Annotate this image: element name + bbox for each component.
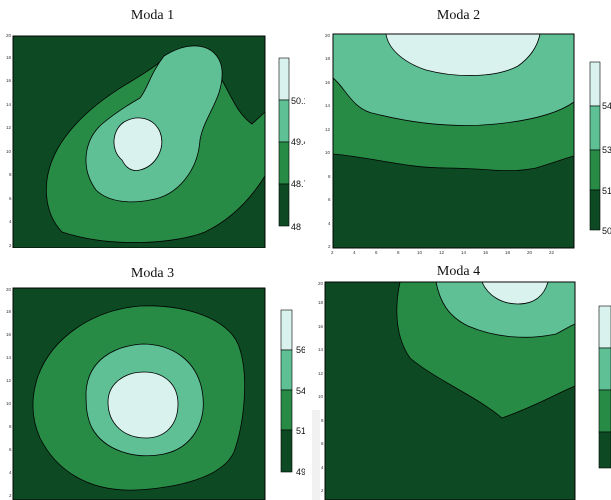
panel-divider [312,410,320,500]
contour-plot: 2 4 6 8 10 12 14 16 18 20 50.1 49.4 48.7… [6,33,305,248]
svg-text:14: 14 [318,347,324,352]
svg-text:16: 16 [6,332,12,337]
svg-text:12: 12 [6,378,12,383]
colorbar: 50.1 49.4 48.7 48 [278,57,305,232]
contour-plot: 2 4 6 8 10 12 14 16 18 20 56.8 54.2 51.6… [6,287,305,500]
chart-title: Moda 4 [436,264,481,279]
svg-text:14: 14 [6,102,12,107]
contour-panel-moda-2: Moda 2 2 4 6 8 10 12 14 16 18 20 2 4 6 8… [306,8,611,256]
svg-text:4: 4 [353,250,356,255]
contour-plot: 2 4 6 8 10 12 14 16 18 20 2 4 6 8 10 12 … [325,33,611,255]
x-tick-labels: 2 4 6 8 10 12 14 16 18 20 22 [331,250,555,255]
contour-panel-moda-3: Moda 3 2 4 6 8 10 12 14 16 18 20 56.8 54… [0,264,305,500]
svg-text:12: 12 [439,250,445,255]
svg-text:4: 4 [9,470,12,475]
svg-text:6: 6 [321,441,324,446]
contour-band-4 [107,371,179,439]
colorbar-label: 54.2 [296,386,305,396]
svg-text:20: 20 [318,281,324,286]
y-tick-labels: 2 4 6 8 10 12 14 16 18 20 [318,281,324,493]
svg-text:8: 8 [321,418,324,423]
svg-text:20: 20 [325,33,331,38]
colorbar [598,305,611,469]
svg-text:6: 6 [328,197,331,202]
svg-text:10: 10 [6,401,12,406]
colorbar-label: 53 [602,145,611,155]
svg-text:16: 16 [483,250,489,255]
chart-title: Moda 3 [130,266,175,281]
svg-text:14: 14 [461,250,467,255]
y-tick-labels: 2 4 6 8 10 12 14 16 18 20 [6,33,12,248]
svg-text:8: 8 [328,174,331,179]
colorbar-label: 48 [291,222,301,232]
svg-text:14: 14 [6,355,12,360]
svg-text:2: 2 [9,493,12,498]
svg-text:2: 2 [9,243,12,248]
contour-band-4 [481,281,549,305]
colorbar-label: 50.1 [291,96,305,106]
svg-text:10: 10 [417,250,423,255]
svg-text:4: 4 [328,221,331,226]
svg-text:12: 12 [325,127,331,132]
svg-text:2: 2 [321,488,324,493]
colorbar-label: 54 [602,101,611,111]
y-tick-labels: 2 4 6 8 10 12 14 16 18 20 [325,33,331,249]
svg-text:2: 2 [331,250,334,255]
colorbar-label: 49.4 [291,137,305,147]
svg-text:18: 18 [325,56,331,61]
svg-text:8: 8 [9,424,12,429]
svg-text:4: 4 [9,219,12,224]
chart-title: Moda 1 [130,8,175,23]
contour-band-4 [113,117,163,171]
svg-text:10: 10 [6,149,12,154]
contour-panel-moda-4: Moda 4 2 4 6 8 10 12 14 16 18 20 [306,262,611,500]
contour-plot: 2 4 6 8 10 12 14 16 18 20 [318,281,611,500]
svg-text:6: 6 [9,447,12,452]
svg-text:20: 20 [6,33,12,38]
colorbar: 56.8 54.2 51.6 49 [280,309,305,477]
svg-text:20: 20 [6,287,12,292]
svg-text:18: 18 [6,55,12,60]
svg-text:6: 6 [375,250,378,255]
colorbar-label: 51 [602,186,611,196]
chart-title: Moda 2 [436,8,481,23]
colorbar-label: 48.7 [291,179,305,189]
svg-text:16: 16 [318,324,324,329]
svg-text:2: 2 [328,244,331,249]
svg-text:22: 22 [549,250,555,255]
svg-text:4: 4 [321,465,324,470]
colorbar-label: 56.8 [296,345,305,355]
svg-text:18: 18 [505,250,511,255]
colorbar-label: 50 [602,226,611,236]
svg-text:12: 12 [318,371,324,376]
svg-text:8: 8 [9,172,12,177]
contour-panel-moda-1: Moda 1 2 4 6 8 10 12 14 16 18 20 50.1 49… [0,8,305,248]
contour-band-4 [385,33,541,76]
svg-text:20: 20 [527,250,533,255]
y-tick-labels: 2 4 6 8 10 12 14 16 18 20 [6,287,12,498]
svg-text:16: 16 [325,80,331,85]
svg-text:8: 8 [397,250,400,255]
colorbar-label: 51.6 [296,426,305,436]
colorbar-label: 49 [296,467,305,477]
svg-text:16: 16 [6,78,12,83]
colorbar: 54 53 51 50 [589,61,611,236]
svg-text:18: 18 [318,300,324,305]
svg-text:14: 14 [325,103,331,108]
svg-text:10: 10 [318,394,324,399]
svg-text:10: 10 [325,150,331,155]
svg-text:18: 18 [6,309,12,314]
svg-text:12: 12 [6,125,12,130]
svg-text:6: 6 [9,196,12,201]
